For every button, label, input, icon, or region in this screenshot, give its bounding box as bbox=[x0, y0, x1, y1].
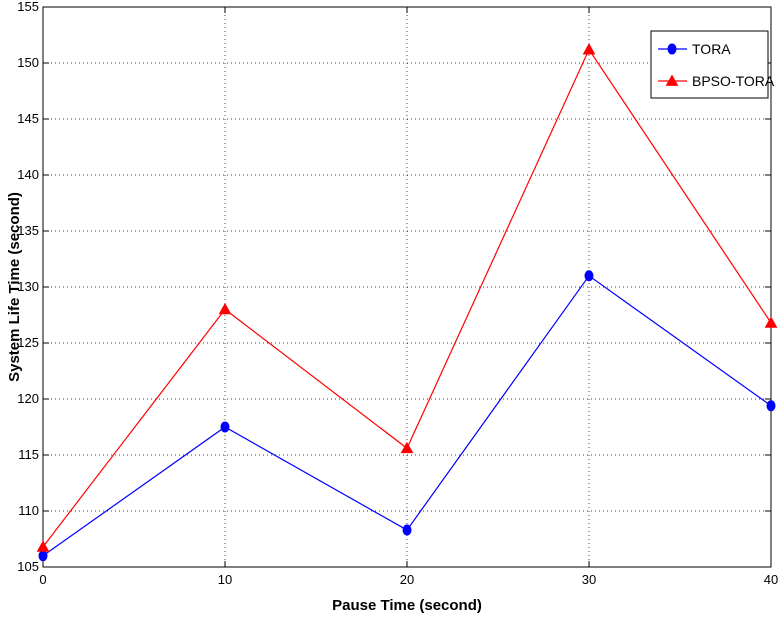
x-tick-label: 30 bbox=[582, 572, 596, 587]
data-point-bpso-tora bbox=[36, 540, 50, 552]
data-point-tora bbox=[584, 270, 594, 282]
series-line-bpso-tora bbox=[42, 48, 772, 548]
y-tick-label: 145 bbox=[17, 111, 39, 126]
y-tick-label: 125 bbox=[17, 335, 39, 350]
axis-ticks: 105 110 115 120 125 130 135 140 145 150 155 0 10 20 30… bbox=[17, 0, 778, 587]
y-tick-label: 120 bbox=[17, 391, 39, 406]
y-tick-label: 140 bbox=[17, 167, 39, 182]
series-tora bbox=[38, 270, 776, 562]
legend-entry-bpso-tora: BPSO-TORA bbox=[658, 73, 775, 89]
y-tick-label: 150 bbox=[17, 55, 39, 70]
legend-box bbox=[650, 30, 769, 99]
data-point-tora bbox=[402, 524, 412, 536]
data-point-bpso-tora bbox=[218, 302, 232, 315]
data-point-bpso-tora bbox=[400, 441, 414, 454]
y-tick-label: 155 bbox=[17, 0, 39, 14]
data-point-tora bbox=[766, 400, 776, 412]
y-tick-label: 115 bbox=[18, 447, 39, 462]
data-point-bpso-tora bbox=[582, 43, 596, 55]
legend-marker-tora bbox=[667, 43, 677, 55]
y-tick-label: 130 bbox=[17, 279, 39, 294]
y-tick-label: 110 bbox=[18, 503, 39, 518]
legend: TORA BPSO-TORA bbox=[650, 30, 775, 99]
x-tick-label: 10 bbox=[218, 572, 232, 587]
x-tick-label: 0 bbox=[39, 572, 46, 587]
data-point-tora bbox=[220, 421, 230, 433]
y-tick-label: 135 bbox=[17, 223, 39, 238]
legend-marker-bpso-tora bbox=[665, 74, 679, 86]
legend-entry-tora: TORA bbox=[658, 41, 731, 57]
grid-lines bbox=[43, 7, 771, 567]
legend-label-bpso-tora: BPSO-TORA bbox=[692, 73, 775, 89]
series-bpso-tora bbox=[36, 43, 778, 552]
x-tick-label: 20 bbox=[400, 572, 414, 587]
data-point-bpso-tora bbox=[764, 316, 778, 328]
y-axis-title: System Life Time (second) bbox=[6, 192, 23, 382]
data-point-tora bbox=[38, 550, 48, 562]
y-tick-label: 105 bbox=[17, 559, 39, 574]
legend-label-tora: TORA bbox=[692, 41, 731, 57]
x-tick-label: 40 bbox=[764, 572, 778, 587]
data-series bbox=[36, 43, 778, 562]
x-axis-title: Pause Time (second) bbox=[332, 597, 482, 614]
